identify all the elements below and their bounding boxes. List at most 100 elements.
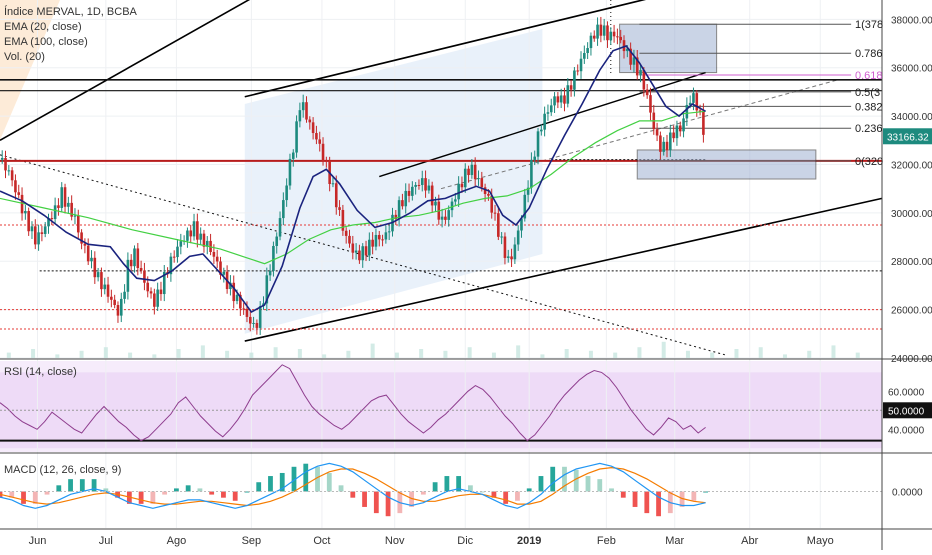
candle-body xyxy=(368,239,371,256)
macd-histogram-bar xyxy=(315,466,320,492)
candle-body xyxy=(4,157,7,171)
volume-bar xyxy=(540,354,545,358)
candle-body xyxy=(454,199,457,202)
macd-histogram-bar xyxy=(162,491,168,495)
macd-histogram-bar xyxy=(21,491,26,504)
candle-body xyxy=(351,243,355,253)
candle-body xyxy=(497,213,500,237)
macd-legend[interactable]: MACD (12, 26, close, 9) xyxy=(4,464,122,476)
volume-bar xyxy=(225,350,230,358)
candle-body xyxy=(348,235,351,244)
macd-histogram-bar xyxy=(221,491,226,498)
macd-histogram-bar xyxy=(103,488,109,492)
candle-body xyxy=(513,244,517,260)
candle-body xyxy=(619,36,623,41)
candle-body xyxy=(136,248,140,269)
candle-body xyxy=(364,246,368,256)
candle-body xyxy=(305,102,308,120)
volume-bar xyxy=(564,349,569,358)
volume-bar xyxy=(807,350,812,358)
macd-histogram-bar xyxy=(609,488,614,492)
candle-body xyxy=(685,104,689,119)
candle-body xyxy=(526,187,530,195)
macd-histogram-bar xyxy=(9,491,15,498)
rsi-tick-label: 60.0000 xyxy=(888,387,925,398)
shaded-region xyxy=(0,0,60,140)
candle-body xyxy=(239,294,242,309)
candle-body xyxy=(17,192,21,195)
candle-body xyxy=(265,275,269,304)
candle-body xyxy=(268,270,272,276)
candle-body xyxy=(116,305,120,316)
macd-histogram-bar xyxy=(256,482,262,492)
macd-histogram-bar xyxy=(185,485,191,492)
macd-histogram-bar xyxy=(91,479,97,492)
volume-bar xyxy=(782,354,787,358)
candle-body xyxy=(407,190,411,196)
candle-body xyxy=(678,125,682,132)
candle-body xyxy=(338,207,341,210)
candle-body xyxy=(189,230,193,237)
rsi-current-label: 50.0000 xyxy=(888,406,925,417)
macd-histogram-bar xyxy=(444,476,450,492)
candle-body xyxy=(447,210,451,220)
candle-body xyxy=(566,85,570,104)
candle-body xyxy=(70,202,73,217)
candle-body xyxy=(325,160,328,162)
candle-body xyxy=(487,193,490,196)
ema20-legend[interactable]: EMA (20, close) xyxy=(4,21,82,33)
volume-bar xyxy=(128,352,133,358)
time-tick-label: Jun xyxy=(29,535,47,547)
price-tick-label: 36000.00 xyxy=(891,64,932,75)
candle-body xyxy=(83,243,87,246)
candle-body xyxy=(186,230,189,241)
candle-body xyxy=(248,316,252,324)
candle-body xyxy=(692,93,695,103)
macd-histogram-bar xyxy=(350,491,356,498)
candle-body xyxy=(311,122,315,134)
candle-body xyxy=(553,96,556,106)
indicators xyxy=(0,45,882,517)
time-tick-label: Nov xyxy=(385,535,405,547)
candle-body xyxy=(616,36,619,38)
candle-body xyxy=(285,185,288,201)
volume-bar xyxy=(394,352,399,358)
candle-body xyxy=(43,226,47,234)
candle-body xyxy=(520,218,523,231)
macd-line xyxy=(0,462,706,509)
candle-body xyxy=(57,205,60,208)
last-price-badge xyxy=(883,128,932,145)
macd-histogram-bar xyxy=(68,479,73,492)
candle-body xyxy=(219,261,222,275)
fib-level-label: 0.618 xyxy=(855,70,883,82)
candle-body xyxy=(123,291,126,299)
candle-body xyxy=(212,251,216,257)
candle-body xyxy=(695,93,699,111)
time-tick-label: Oct xyxy=(313,535,330,547)
candle-body xyxy=(533,156,537,160)
candle-body xyxy=(119,298,123,316)
time-tick-label: Mayo xyxy=(807,535,834,547)
macd-histogram-bar xyxy=(373,491,379,514)
candle-body xyxy=(586,48,589,54)
candle-body xyxy=(599,24,603,36)
candle-body xyxy=(642,70,646,90)
volume-legend[interactable]: Vol. (20) xyxy=(4,51,45,63)
candle-body xyxy=(149,291,153,294)
candle-body xyxy=(490,195,494,213)
candle-body xyxy=(73,215,77,217)
ema100-legend[interactable]: EMA (100, close) xyxy=(4,36,88,48)
candle-body xyxy=(143,270,146,283)
candle-body xyxy=(546,112,550,114)
candle-body xyxy=(139,268,143,271)
candle-body xyxy=(374,234,378,247)
candle-body xyxy=(639,70,642,76)
candle-body xyxy=(576,70,580,72)
volume-bar xyxy=(467,347,472,358)
time-tick-label: Jul xyxy=(99,535,113,547)
volume-bar xyxy=(637,347,642,358)
candle-body xyxy=(672,132,675,139)
rsi-legend[interactable]: RSI (14, close) xyxy=(4,366,77,378)
